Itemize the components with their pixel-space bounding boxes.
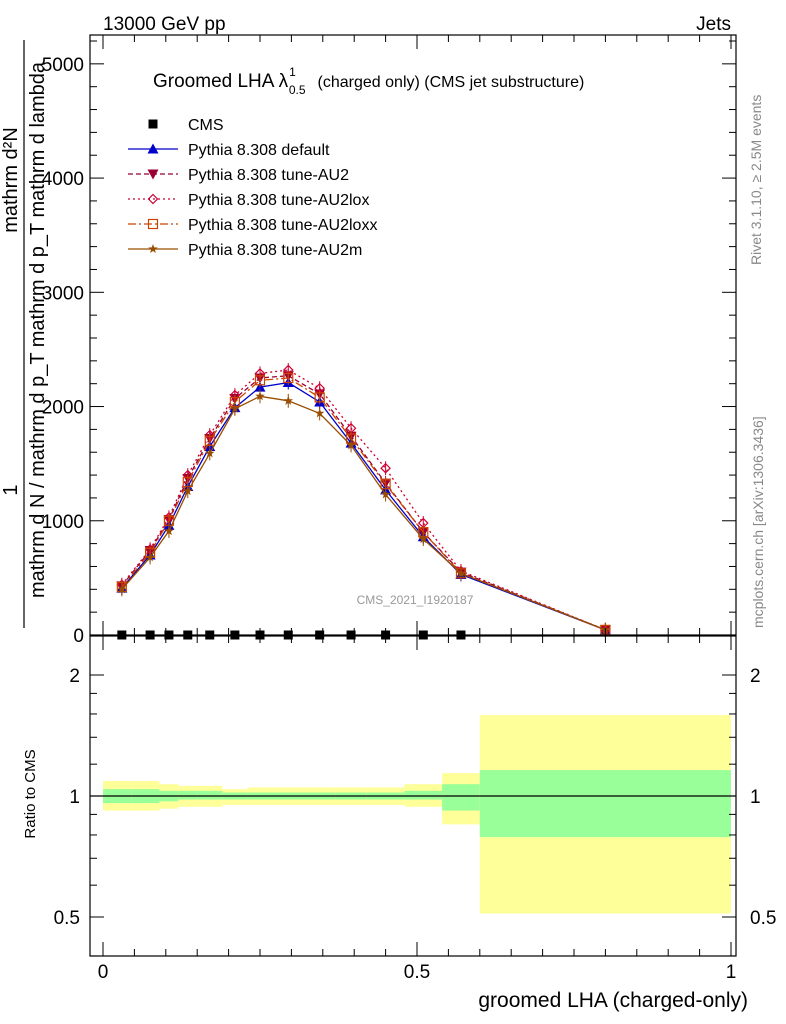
legend-entry: Pythia 8.308 default: [128, 142, 330, 159]
ratio-tick-label-left: 2: [69, 666, 80, 687]
x-tick-label: 0: [98, 962, 109, 983]
rivet-label: Rivet 3.1.10, ≥ 2.5M events: [748, 95, 764, 265]
series-point: [456, 568, 466, 578]
ratio-tick-label-left: 1: [69, 787, 80, 808]
legend-marker: [147, 143, 159, 154]
series-5: [117, 389, 611, 637]
series-line: [121, 375, 606, 631]
chart-title: Groomed LHA λ1 0.5 (charged only) (CMS jet…: [153, 65, 584, 97]
ratio-tick-label-right: 1: [750, 787, 761, 808]
legend-entry: Pythia 8.308 tune-AU2loxx: [128, 217, 377, 234]
series-point: [255, 391, 265, 401]
legend-marker: [147, 218, 159, 230]
x-tick-label: 0.5: [404, 962, 430, 983]
series-line: [121, 395, 606, 631]
series-point: [254, 375, 266, 386]
series-point: [183, 486, 193, 496]
ratio-band-inner: [479, 770, 731, 838]
y-tick-label: 4000: [42, 169, 84, 190]
series-layer: [116, 362, 611, 637]
ratio-band-inner: [197, 790, 223, 800]
legend-label: Pythia 8.308 default: [188, 142, 330, 159]
legend-entry: CMS: [148, 117, 224, 134]
series-point: [418, 534, 428, 544]
legend-entry: Pythia 8.308 tune-AU2m: [128, 242, 362, 259]
ratio-band-inner: [404, 790, 443, 800]
y-axis-label-top: mathrm d²N: [0, 127, 22, 233]
chart-title-rest: (charged only) (CMS jet substructure): [318, 74, 585, 91]
watermark: CMS_2021_I1920187: [357, 593, 474, 607]
legend-marker: [148, 244, 158, 253]
series-point: [314, 408, 325, 418]
ratio-band-inner: [178, 790, 198, 800]
ratio-y-label: Ratio to CMS: [22, 749, 39, 838]
y-tick-label: 5000: [42, 55, 84, 76]
series-point: [230, 403, 240, 413]
series-point: [205, 448, 215, 458]
series-point: [346, 440, 356, 450]
series-point: [380, 462, 391, 474]
y-tick-label: 3000: [42, 283, 84, 304]
legend-entry: Pythia 8.308 tune-AU2: [128, 167, 349, 184]
chart-title-sup: 1: [289, 65, 296, 79]
mcplots-label: mcplots.cern.ch [arXiv:1306.3436]: [750, 416, 766, 628]
y-tick-label: 0: [73, 626, 84, 647]
chart-title-main: Groomed LHA λ: [153, 71, 289, 92]
series-point: [380, 489, 391, 499]
x-axis-label: groomed LHA (charged-only): [478, 989, 748, 1012]
ratio-tick-label-right: 2: [750, 666, 761, 687]
series-point: [283, 395, 293, 405]
legend-marker: [148, 119, 158, 129]
header-right: Jets: [696, 14, 731, 35]
legend: CMS Pythia 8.308 default Pythia 8.308 tune…: [128, 117, 377, 259]
series-point: [164, 526, 174, 536]
legend-marker: [147, 169, 159, 180]
series-point: [283, 372, 294, 384]
y-tick-label: 1000: [42, 512, 84, 533]
legend-label: Pythia 8.308 tune-AU2lox: [188, 192, 369, 209]
y-axis-numerator: 1: [0, 484, 22, 495]
legend-label: Pythia 8.308 tune-AU2m: [188, 242, 362, 259]
legend-label: Pythia 8.308 tune-AU2loxx: [188, 217, 377, 234]
series-line: [121, 369, 606, 631]
ratio-band-inner: [442, 784, 480, 811]
legend-label: Pythia 8.308 tune-AU2: [188, 167, 349, 184]
axes-layer: 0 1000 2000 3000 4000 5000 0 0.5 1 0.5 0.5 1 1 2 2: [42, 34, 776, 983]
y-axis-label-denominator: mathrm d N / mathrm d p_T mathrm d p_T m…: [27, 61, 49, 598]
ratio-tick-label-left: 0.5: [54, 908, 80, 929]
main-plot-frame: [89, 34, 737, 636]
series-point: [117, 584, 127, 594]
x-tick-label: 1: [726, 962, 737, 983]
series-point: [204, 435, 215, 446]
legend-label: CMS: [188, 117, 224, 134]
legend-marker: [147, 193, 159, 205]
ratio-bands: [103, 715, 731, 914]
series-point: [145, 552, 155, 562]
series-point: [314, 392, 325, 403]
ratio-tick-label-right: 0.5: [750, 908, 776, 929]
legend-entry: Pythia 8.308 tune-AU2lox: [128, 192, 369, 209]
series-line: [121, 377, 606, 631]
y-tick-label: 2000: [42, 398, 84, 419]
chart-title-sub: 0.5: [289, 83, 306, 97]
header-left: 13000 GeV pp: [103, 14, 226, 35]
